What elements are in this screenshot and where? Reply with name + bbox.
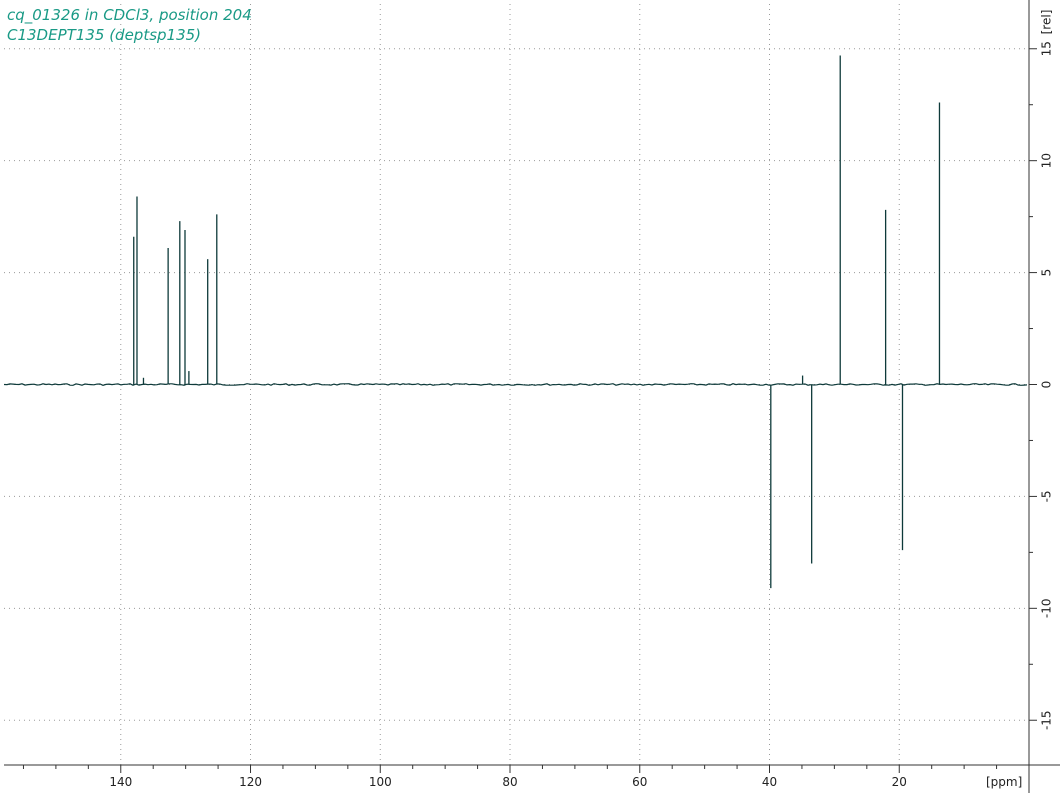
x-tick-label: 100 bbox=[369, 775, 392, 789]
y-tick-label: 0 bbox=[1040, 381, 1054, 389]
y-axis-label: [rel] bbox=[1040, 10, 1054, 35]
y-tick-label: -5 bbox=[1040, 490, 1054, 502]
x-tick-label: 60 bbox=[632, 775, 647, 789]
y-tick-label: -10 bbox=[1040, 599, 1054, 619]
spectrum-baseline bbox=[3, 383, 1028, 386]
baseline bbox=[3, 383, 1028, 386]
y-tick-label: 10 bbox=[1040, 153, 1054, 168]
x-tick-label: 80 bbox=[502, 775, 517, 789]
x-axis-label: [ppm] bbox=[986, 775, 1022, 789]
axes bbox=[4, 0, 1060, 793]
x-tick-label: 20 bbox=[892, 775, 907, 789]
y-tick-label: 15 bbox=[1040, 41, 1054, 56]
spectrum-title: cq_01326 in CDCl3, position 204 bbox=[7, 6, 252, 24]
x-tick-label: 40 bbox=[762, 775, 777, 789]
experiment-name: C13DEPT135 (deptsp135) bbox=[7, 26, 202, 44]
x-tick-label: 120 bbox=[239, 775, 262, 789]
y-tick-label: 5 bbox=[1040, 269, 1054, 277]
y-axis: 15 10 5 0 -5 -10 -15 bbox=[1029, 41, 1054, 730]
peaks bbox=[133, 55, 941, 589]
x-tick-label: 140 bbox=[109, 775, 132, 789]
x-axis: 140 120 100 80 60 40 20 bbox=[22, 765, 998, 789]
y-tick-label: -15 bbox=[1040, 710, 1054, 730]
